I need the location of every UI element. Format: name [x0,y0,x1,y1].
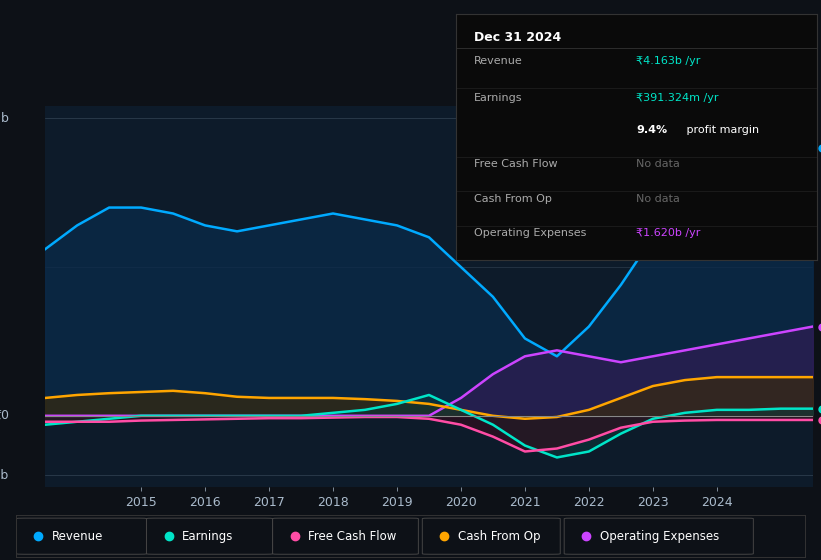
Text: Cash From Op: Cash From Op [458,530,540,543]
Text: Earnings: Earnings [474,93,522,103]
Text: profit margin: profit margin [683,125,759,135]
Text: ₹5b: ₹5b [0,112,9,125]
Text: No data: No data [636,160,680,169]
Text: No data: No data [636,194,680,204]
Text: ₹0: ₹0 [0,409,9,422]
Text: Earnings: Earnings [182,530,233,543]
Text: -₹1b: -₹1b [0,469,9,482]
Text: Dec 31 2024: Dec 31 2024 [474,31,561,44]
Text: Free Cash Flow: Free Cash Flow [308,530,397,543]
Text: ₹391.324m /yr: ₹391.324m /yr [636,93,718,103]
Text: 9.4%: 9.4% [636,125,667,135]
Text: Operating Expenses: Operating Expenses [599,530,719,543]
Text: Free Cash Flow: Free Cash Flow [474,160,557,169]
Text: ₹1.620b /yr: ₹1.620b /yr [636,228,700,239]
Text: Cash From Op: Cash From Op [474,194,552,204]
Text: ₹4.163b /yr: ₹4.163b /yr [636,56,700,66]
Text: Revenue: Revenue [474,56,522,66]
Text: Revenue: Revenue [52,530,103,543]
Text: Operating Expenses: Operating Expenses [474,228,586,239]
